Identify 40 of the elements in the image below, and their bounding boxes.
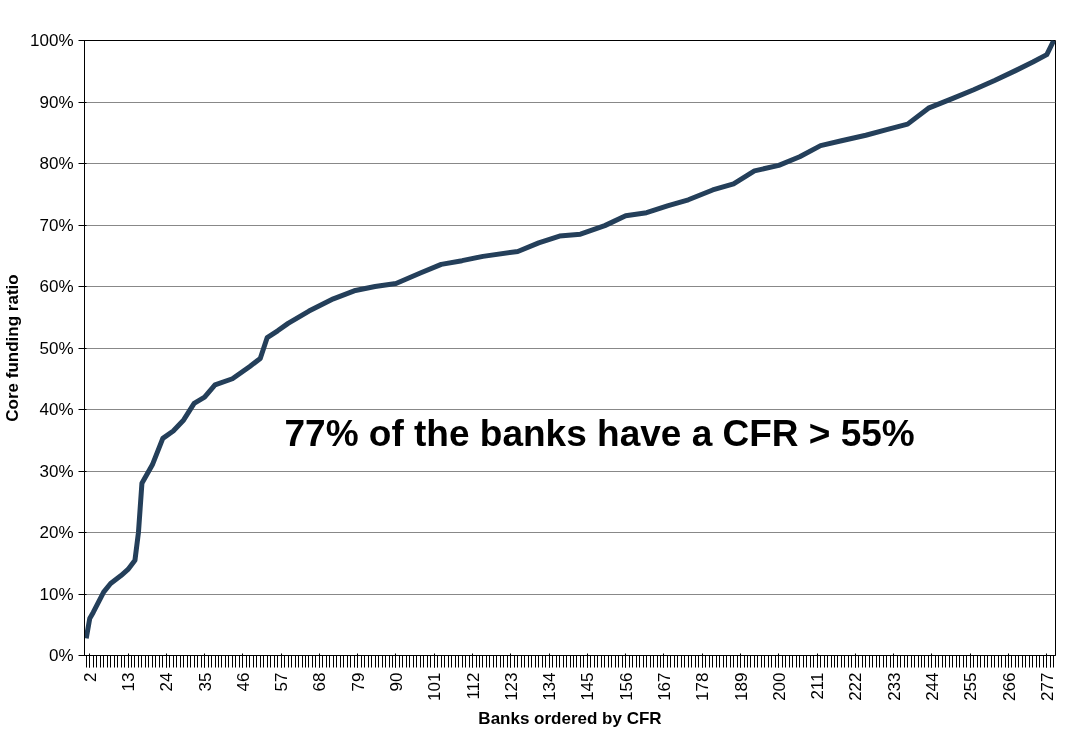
x-tick-label: 112 (463, 672, 483, 700)
y-axis-title: Core funding ratio (3, 274, 23, 422)
x-tick-label: 134 (540, 672, 560, 701)
x-tick-label: 211 (808, 672, 828, 700)
x-tick-label: 79 (348, 672, 368, 692)
x-tick-label: 244 (922, 672, 942, 701)
x-tick-label: 167 (654, 672, 674, 701)
y-tick-label: 60% (39, 277, 74, 296)
x-tick-label: 57 (272, 672, 292, 692)
y-tick-label: 50% (39, 338, 74, 358)
y-tick-label: 100% (30, 31, 74, 50)
x-tick-label: 46 (233, 672, 253, 692)
y-tick-label: 10% (39, 584, 74, 604)
y-tick-label: 0% (48, 646, 74, 665)
x-tick-label: 24 (157, 672, 177, 692)
y-tick-label: 40% (39, 400, 74, 419)
x-tick-label: 145 (578, 672, 598, 701)
y-tick-label: 20% (39, 523, 74, 542)
x-tick-label: 200 (769, 672, 789, 701)
x-tick-label: 233 (884, 672, 904, 701)
y-tick-label: 90% (39, 92, 74, 112)
x-tick-label: 123 (501, 672, 521, 701)
x-tick-label: 90 (386, 672, 406, 692)
x-tick-label: 277 (1037, 672, 1057, 701)
x-tick-label: 189 (731, 672, 751, 701)
x-tick-label: 35 (195, 672, 215, 692)
x-tick-label: 2 (80, 672, 100, 682)
x-tick-label: 178 (693, 672, 713, 701)
x-tick-label: 266 (999, 672, 1019, 701)
x-tick-label: 68 (310, 672, 330, 692)
x-tick-label: 101 (425, 672, 445, 701)
x-tick-label: 156 (616, 672, 636, 701)
y-tick-label: 30% (39, 461, 74, 481)
x-tick-label: 222 (846, 672, 866, 701)
y-tick-label: 80% (39, 154, 74, 173)
y-tick-label: 70% (39, 215, 74, 235)
x-tick-label: 13 (119, 672, 138, 692)
x-tick-label: 255 (961, 672, 981, 701)
annotation: 77% of the banks have a CFR > 55% (284, 412, 915, 454)
x-axis-title: Banks ordered by CFR (478, 708, 662, 728)
